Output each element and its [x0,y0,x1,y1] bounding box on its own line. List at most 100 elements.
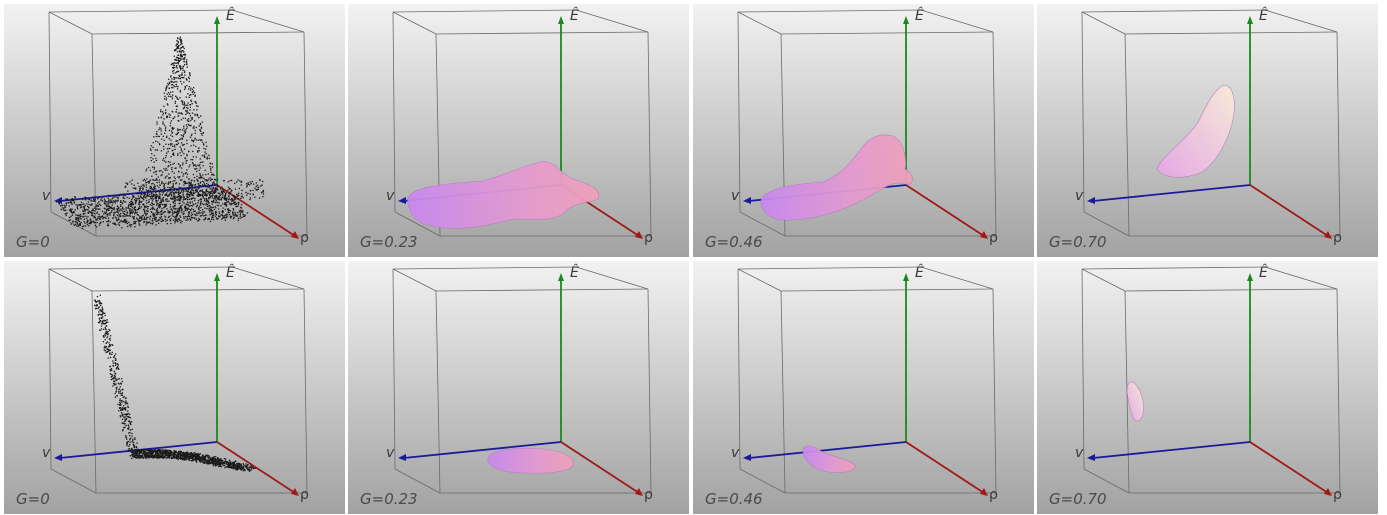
v-axis [403,441,562,459]
panel-background [693,261,1034,514]
e-axis-label: Ê [226,265,235,281]
rho-axis-label: ρ [1333,230,1342,246]
e-axis-label: Ê [915,8,924,24]
bounding-box [737,266,997,494]
panel-background [1037,261,1378,514]
rho-axis-arrow-icon [1324,488,1332,496]
v-axis-label: v [1075,445,1084,461]
panel-background [348,261,689,514]
v-axis-label: v [731,445,740,461]
v-axis-arrow-icon [1087,197,1095,204]
rho-axis-arrow-icon [291,488,299,496]
plot-canvas [348,4,689,257]
bounding-box [392,9,652,237]
g-value-label: G=0 [16,490,50,508]
v-axis-label: v [386,188,395,204]
isosurface-blob [487,447,574,474]
rho-axis-arrow-icon [635,231,643,239]
panel-background [693,4,1034,257]
rho-axis [1249,184,1329,237]
rho-axis-label: ρ [644,230,653,246]
rho-axis-label: ρ [300,487,309,503]
e-axis-arrow-icon [558,273,564,281]
plot-canvas [4,261,345,514]
rho-axis [216,441,296,494]
isosurface-blob [760,134,913,221]
v-axis [748,441,907,459]
v-axis [59,184,218,202]
rho-axis-label: ρ [644,487,653,503]
isosurface-blob [1126,381,1144,422]
g-value-label: G=0 [16,233,50,251]
isosurface-blob [1156,85,1235,178]
panel-background [4,261,345,514]
g-value-label: G=0.70 [1049,490,1107,508]
plot-canvas [348,261,689,514]
g-value-label: G=0.46 [705,490,763,508]
e-axis-label: Ê [226,8,235,24]
rho-axis [560,441,640,494]
rho-axis [905,184,985,237]
g-value-label: G=0.23 [360,490,418,508]
axes [1087,273,1332,496]
bounding-box [48,266,308,494]
rho-axis-arrow-icon [635,488,643,496]
rho-axis-label: ρ [1333,487,1342,503]
e-axis-label: Ê [570,265,579,281]
bounding-box [392,266,652,494]
bounding-box [737,9,997,237]
bounding-box [48,9,308,237]
v-axis-label: v [42,445,51,461]
e-axis-arrow-icon [214,273,220,281]
v-axis-arrow-icon [54,197,62,204]
g-value-label: G=0.46 [705,233,763,251]
axes [1087,16,1332,239]
v-axis-label: v [42,188,51,204]
e-axis-label: Ê [915,265,924,281]
rho-axis [905,441,985,494]
e-axis-arrow-icon [903,16,909,24]
v-axis-label: v [386,445,395,461]
v-axis-label: v [1075,188,1084,204]
e-axis-label: Ê [570,8,579,24]
isosurface-blob [407,161,600,229]
e-axis-arrow-icon [558,16,564,24]
bounding-box [1081,266,1341,494]
plot-canvas [693,4,1034,257]
v-axis-arrow-icon [743,454,751,461]
axes [398,273,643,496]
v-axis-label: v [731,188,740,204]
v-axis-arrow-icon [743,197,751,204]
plot-canvas [693,261,1034,514]
e-axis-label: Ê [1259,265,1268,281]
scatter-points [55,36,265,230]
e-axis-arrow-icon [214,16,220,24]
g-value-label: G=0.23 [360,233,418,251]
v-axis-arrow-icon [398,197,406,204]
rho-axis-arrow-icon [980,231,988,239]
v-axis [1092,441,1251,459]
e-axis-arrow-icon [1247,16,1253,24]
rho-axis-label: ρ [989,487,998,503]
plot-canvas [1037,4,1378,257]
e-axis-label: Ê [1259,8,1268,24]
e-axis-arrow-icon [903,273,909,281]
v-axis [1092,184,1251,202]
panel-background [4,4,345,257]
rho-axis-arrow-icon [1324,231,1332,239]
e-axis-arrow-icon [1247,273,1253,281]
rho-axis-label: ρ [989,230,998,246]
v-axis-arrow-icon [1087,454,1095,461]
plot-canvas [4,4,345,257]
isosurface-blob [802,445,856,473]
axes [743,273,988,496]
